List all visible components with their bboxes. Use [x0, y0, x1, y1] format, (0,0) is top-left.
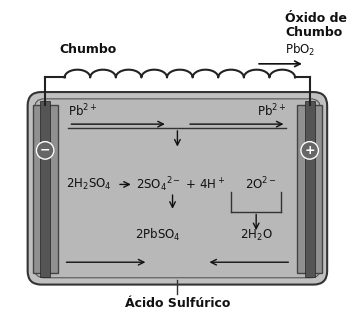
Text: 2H$_2$O: 2H$_2$O [240, 227, 273, 242]
Bar [40, 101, 50, 277]
Text: Ácido Sulfúrico: Ácido Sulfúrico [125, 297, 230, 310]
Text: Chumbo: Chumbo [60, 43, 117, 56]
Text: 2SO$_4$$^{2-}$ + 4H$^+$: 2SO$_4$$^{2-}$ + 4H$^+$ [136, 175, 225, 194]
Text: Óxido de: Óxido de [285, 12, 348, 25]
Text: +: + [304, 144, 315, 157]
Text: PbO$_2$: PbO$_2$ [285, 41, 316, 58]
FancyBboxPatch shape [34, 99, 320, 278]
Text: 2PbSO$_4$: 2PbSO$_4$ [135, 227, 181, 243]
Text: 2O$^{2-}$: 2O$^{2-}$ [244, 176, 276, 193]
Text: 2H$_2$SO$_4$: 2H$_2$SO$_4$ [66, 177, 111, 192]
Circle shape [37, 142, 54, 159]
Text: Chumbo: Chumbo [285, 26, 342, 39]
Text: Pb$^{2+}$: Pb$^{2+}$ [257, 103, 286, 119]
Circle shape [301, 142, 319, 159]
Bar [297, 105, 322, 273]
Text: −: − [40, 144, 50, 157]
Bar [33, 105, 58, 273]
Bar [305, 101, 315, 277]
Text: Pb$^{2+}$: Pb$^{2+}$ [68, 103, 98, 119]
FancyBboxPatch shape [28, 92, 327, 285]
